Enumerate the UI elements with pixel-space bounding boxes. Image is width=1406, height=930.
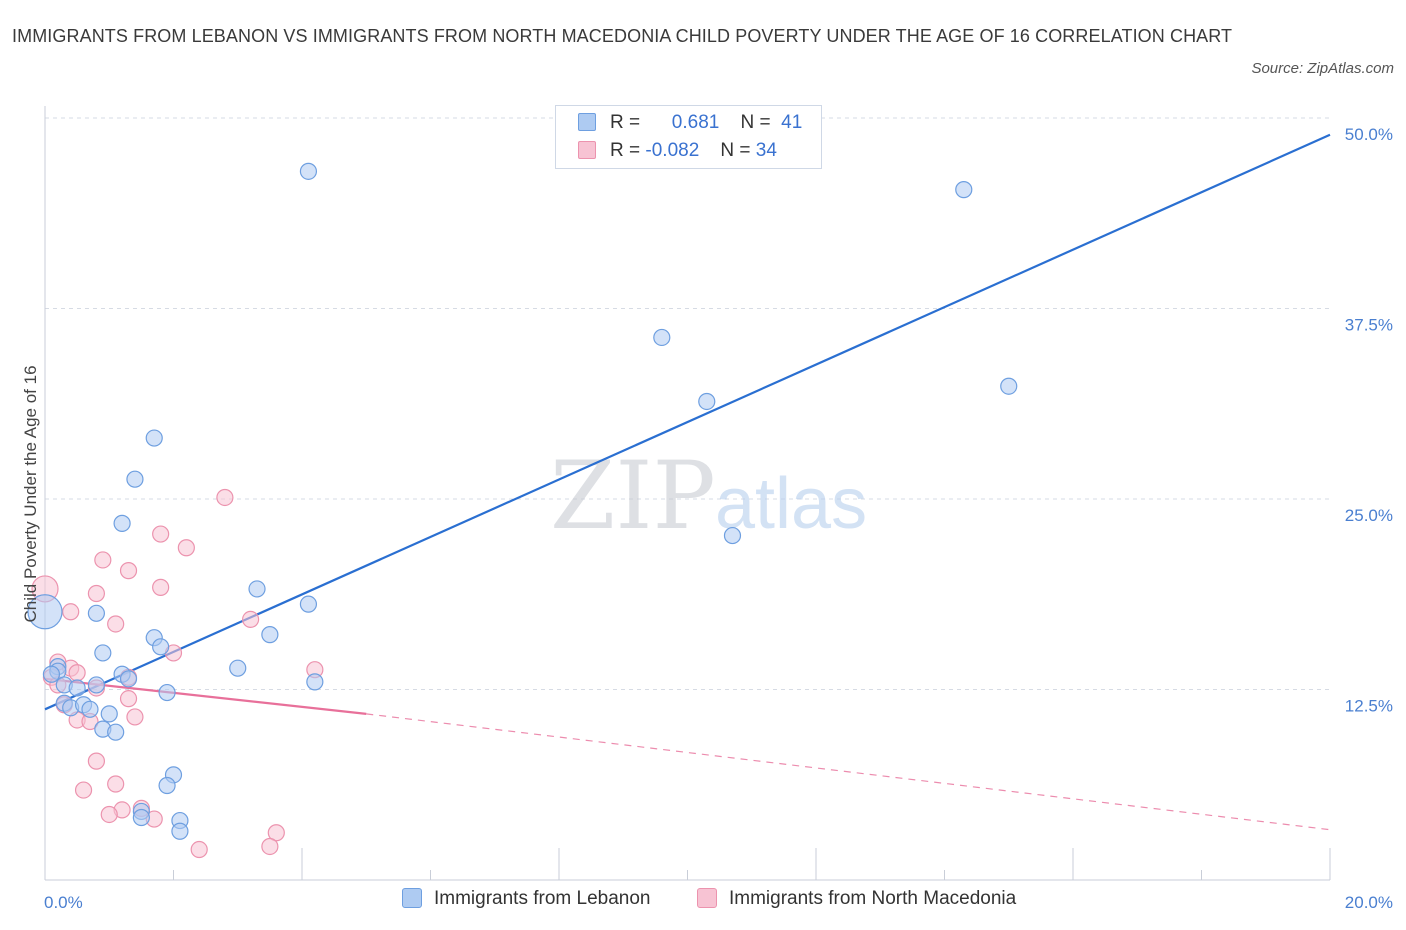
data-point-lebanon [87, 604, 106, 622]
data-point-lebanon [126, 470, 144, 488]
data-point-north-macedonia [126, 708, 144, 726]
data-point-lebanon [119, 670, 138, 688]
data-point-north-macedonia [119, 690, 138, 708]
data-point-north-macedonia [261, 837, 279, 856]
y-tick-labels: 12.5% 25.0% 37.5% 50.0% [1345, 125, 1393, 716]
legend-r-label: R = [610, 112, 641, 133]
legend-n-label: N = [740, 112, 771, 133]
legend-swatch-blue [402, 888, 422, 908]
grid-lines [45, 117, 1330, 690]
data-point-north-macedonia [100, 805, 118, 824]
legend-r-label: R = [610, 140, 641, 161]
data-point-north-macedonia [62, 603, 80, 621]
data-point-north-macedonia [87, 752, 106, 770]
series-lebanon-points [27, 162, 1018, 840]
chart-title: IMMIGRANTS FROM LEBANON VS IMMIGRANTS FR… [12, 26, 1233, 46]
data-point-lebanon [100, 705, 118, 723]
data-point-north-macedonia [190, 840, 208, 859]
data-point-north-macedonia [177, 539, 195, 557]
legend-swatch-blue [578, 113, 596, 131]
legend-n-value: 34 [755, 140, 777, 161]
data-point-lebanon [107, 723, 125, 741]
x-tick-label-min: 0.0% [44, 893, 83, 912]
data-point-lebanon [158, 776, 176, 795]
y-tick-label: 12.5% [1345, 697, 1393, 716]
data-point-lebanon [171, 822, 189, 840]
data-point-lebanon [145, 429, 163, 447]
data-point-north-macedonia [216, 488, 234, 507]
legend-n-value: 41 [781, 112, 803, 133]
legend-swatch-pink [578, 141, 596, 159]
data-point-lebanon [229, 659, 247, 677]
data-point-north-macedonia [152, 578, 170, 596]
legend-row-lebanon: R = 0.681 N = 41 [578, 112, 802, 140]
data-point-lebanon [132, 808, 150, 827]
legend-item-lebanon: Immigrants from Lebanon [402, 888, 651, 910]
data-point-lebanon [158, 683, 176, 702]
data-point-lebanon [248, 580, 266, 598]
data-point-lebanon [152, 638, 170, 656]
watermark-zip: ZIP [550, 442, 716, 551]
data-point-north-macedonia [107, 615, 125, 633]
y-tick-label: 37.5% [1345, 316, 1393, 335]
x-tick-label-max: 20.0% [1345, 893, 1393, 912]
axes [44, 106, 1331, 881]
data-point-lebanon [306, 673, 324, 691]
data-point-lebanon [81, 700, 99, 718]
correlation-legend: R = 0.681 N = 41 R = -0.082 N = 34 [555, 105, 822, 169]
data-point-north-macedonia [68, 664, 86, 682]
y-axis-label: Child Poverty Under the Age of 16 [21, 365, 40, 622]
legend-r-value: 0.681 [671, 112, 720, 133]
y-tick-label: 50.0% [1345, 125, 1393, 144]
trendline-lebanon [44, 133, 1331, 711]
y-tick-label: 25.0% [1345, 506, 1393, 525]
trendline-north-macedonia-extension [366, 713, 1331, 831]
data-point-lebanon [27, 594, 63, 630]
data-point-north-macedonia [119, 562, 138, 580]
data-point-lebanon [723, 526, 742, 545]
data-point-lebanon [261, 626, 279, 644]
data-point-lebanon [68, 679, 86, 697]
data-point-north-macedonia [87, 584, 106, 603]
legend-swatch-pink [697, 888, 717, 908]
legend-label-lebanon: Immigrants from Lebanon [434, 888, 651, 909]
data-point-lebanon [94, 644, 112, 662]
data-point-lebanon [299, 162, 318, 180]
data-point-lebanon [299, 595, 318, 613]
watermark-atlas: atlas [715, 464, 867, 544]
series-north-macedonia-points [31, 488, 324, 859]
data-point-north-macedonia [107, 775, 125, 793]
data-point-lebanon [1000, 377, 1018, 395]
data-point-lebanon [87, 676, 106, 694]
data-point-north-macedonia [152, 525, 170, 543]
data-point-lebanon [955, 181, 973, 199]
legend-n-label: N = [720, 140, 751, 161]
data-point-north-macedonia [94, 551, 112, 569]
legend-r-value: -0.082 [645, 140, 700, 161]
data-point-north-macedonia [74, 781, 93, 799]
data-point-north-macedonia [242, 610, 260, 628]
legend-row-north-macedonia: R = -0.082 N = 34 [578, 140, 777, 168]
data-point-lebanon [113, 514, 131, 532]
legend-label-north-macedonia: Immigrants from North Macedonia [729, 888, 1017, 909]
data-point-lebanon [653, 328, 671, 347]
chart-source: Source: ZipAtlas.com [1251, 60, 1394, 77]
legend-item-north-macedonia: Immigrants from North Macedonia [697, 888, 1016, 910]
data-point-lebanon [42, 665, 61, 683]
data-point-lebanon [698, 392, 716, 411]
